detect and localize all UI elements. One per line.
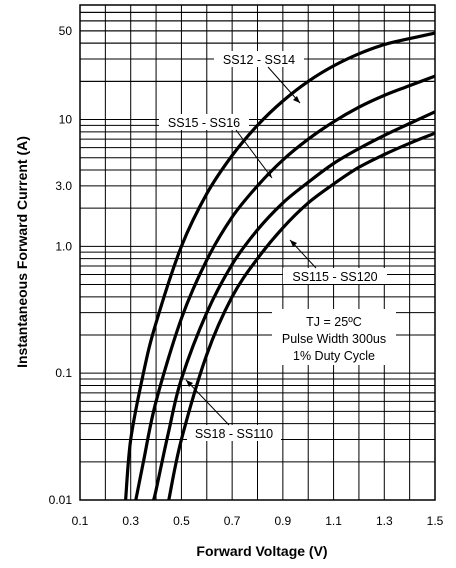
x-tick-label: 0.9 [275, 514, 292, 528]
x-tick-labels: 0.1 0.3 0.5 0.7 0.9 1.1 1.3 1.5 [72, 514, 444, 528]
series-label-ss18: SS18 - SS110 [195, 427, 273, 441]
arrowhead-ss12 [293, 96, 300, 103]
leader-ss12 [267, 66, 301, 104]
curves [124, 31, 436, 501]
condition-duty-cycle: 1% Duty Cycle [293, 349, 375, 363]
leader-lines [185, 66, 317, 426]
series-line-3 [151, 110, 436, 501]
series-label-ss15: SS15 - SS16 [168, 116, 240, 130]
label-bg-ss15 [159, 114, 249, 130]
arrowhead-ss15 [266, 171, 272, 178]
x-tick-label: 0.1 [72, 514, 89, 528]
condition-pulse-width: Pulse Width 300us [282, 332, 386, 346]
arrowhead-ss115 [290, 240, 297, 247]
y-tick-label: 0.01 [49, 493, 73, 507]
series-line-1 [124, 31, 436, 501]
x-tick-label: 1.1 [325, 514, 342, 528]
condition-temperature: TJ = 25ºC [306, 315, 362, 329]
x-tick-label: 0.7 [224, 514, 241, 528]
leader-ss18 [185, 379, 230, 426]
x-tick-label: 1.5 [427, 514, 444, 528]
y-tick-labels: 0.01 0.1 1.0 3.0 10 50 [49, 24, 73, 507]
arrowheads [186, 96, 300, 387]
arrowhead-ss18 [186, 380, 193, 387]
x-tick-label: 0.5 [173, 514, 190, 528]
leader-ss15 [235, 129, 273, 179]
x-tick-label: 0.3 [122, 514, 139, 528]
y-tick-label: 0.1 [55, 366, 72, 380]
plot-frame [79, 4, 436, 501]
conditions-box [272, 309, 396, 365]
y-tick-label: 3.0 [55, 179, 72, 193]
x-axis-label: Forward Voltage (V) [196, 543, 327, 559]
series-label-ss12: SS12 - SS14 [223, 53, 295, 67]
label-bg-ss115 [283, 268, 387, 284]
y-axis-label: Instantaneous Forward Current (A) [14, 136, 30, 368]
y-tick-label: 1.0 [55, 239, 72, 253]
y-tick-label: 10 [59, 113, 73, 127]
y-tick-label: 50 [59, 24, 73, 38]
x-tick-label: 1.3 [376, 514, 393, 528]
series-label-ss115: SS115 - SS120 [292, 270, 377, 284]
label-bg-ss12 [214, 51, 304, 67]
label-bg-ss18 [187, 425, 281, 441]
series-line-4 [167, 131, 436, 501]
series-line-2 [134, 74, 436, 501]
